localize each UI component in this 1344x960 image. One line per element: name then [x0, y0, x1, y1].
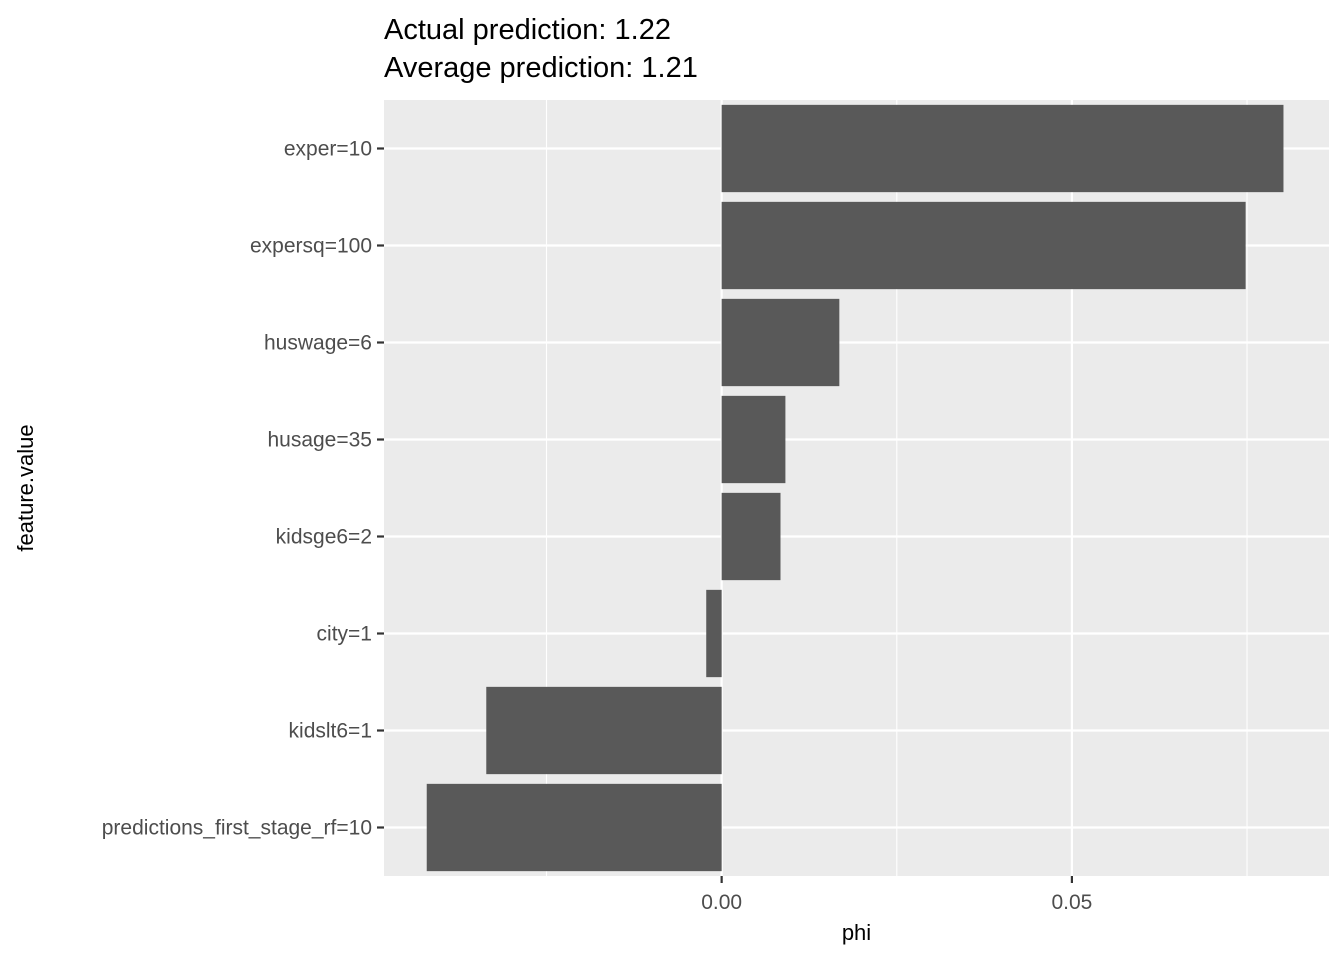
bar-city-1: [706, 589, 722, 678]
y-tick-label: husage=35: [267, 429, 372, 452]
bar-huswage-6: [721, 298, 840, 387]
y-tick-label: city=1: [317, 623, 372, 646]
bar-kidslt6-1: [486, 686, 722, 775]
chart-title-actual: Actual prediction: 1.22: [384, 14, 671, 46]
bar-kidsge6-2: [721, 492, 781, 581]
bar-husage-35: [721, 395, 786, 484]
y-tick-label: predictions_first_stage_rf=10: [102, 817, 372, 840]
y-tick-label: expersq=100: [250, 235, 372, 258]
x-axis-title: phi: [842, 920, 871, 945]
y-tick-label: exper=10: [284, 138, 372, 161]
bar-expersq-100: [721, 201, 1246, 290]
y-axis: exper=10 expersq=100 huswage=6 husage=35 kid…: [102, 138, 384, 840]
chart-title-average: Average prediction: 1.21: [384, 52, 698, 84]
y-tick-label: kidslt6=1: [289, 720, 372, 743]
bar-exper-10: [721, 104, 1284, 193]
y-axis-title: feature.value: [13, 424, 38, 551]
y-tick-label: huswage=6: [264, 332, 372, 355]
bars: [426, 104, 1284, 872]
bar-predictions-first-stage-rf-10: [426, 783, 722, 872]
x-tick-label: 0.05: [1051, 891, 1092, 914]
x-tick-label: 0.00: [701, 891, 742, 914]
y-tick-label: kidsge6=2: [276, 526, 372, 549]
x-axis: 0.00 0.05: [701, 876, 1092, 914]
